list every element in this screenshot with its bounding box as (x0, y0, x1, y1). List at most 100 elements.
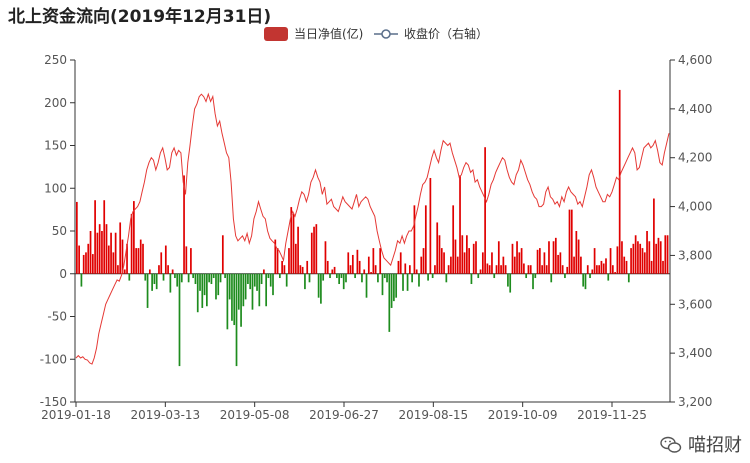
bar (381, 273, 384, 296)
axes: -150 -100 -50 0 50 100 150 200 250 3,200 3,400 3,60… (40, 53, 713, 422)
bar (174, 273, 176, 279)
bar (497, 241, 500, 274)
bar (570, 209, 573, 274)
bar (527, 265, 530, 274)
bar (550, 273, 553, 283)
bar (265, 273, 268, 307)
bar (347, 252, 350, 274)
bar (82, 254, 85, 274)
bar (525, 273, 528, 279)
bar (249, 273, 252, 290)
bar (611, 265, 614, 274)
bar (639, 243, 642, 274)
bar (146, 273, 149, 308)
bar (452, 205, 455, 274)
bar (548, 241, 550, 274)
bar (162, 273, 165, 281)
bar (283, 265, 286, 274)
bar (602, 263, 605, 274)
bar (217, 273, 220, 296)
bar (219, 273, 222, 283)
bar (472, 243, 475, 274)
bar (135, 248, 138, 274)
bar (591, 269, 594, 274)
legend-line-swatch[interactable] (374, 29, 398, 39)
bar (91, 254, 94, 274)
bar (643, 252, 646, 274)
bar (450, 256, 452, 274)
bar (263, 269, 265, 274)
bar (486, 263, 489, 274)
bar (349, 265, 352, 274)
bar (235, 273, 238, 367)
bar (151, 273, 153, 291)
bar (411, 273, 413, 283)
bar (194, 273, 197, 285)
bar (637, 241, 639, 274)
bar (244, 273, 247, 300)
wechat-icon (660, 436, 682, 453)
legend[interactable]: 当日净值(亿) 收盘价（右轴） (264, 26, 488, 41)
bar (87, 243, 90, 274)
bar (242, 273, 245, 307)
bar (493, 273, 496, 279)
bar (130, 213, 133, 274)
watermark: 喵招财 (660, 431, 742, 457)
right-tick-label: 4,000 (678, 200, 712, 214)
legend-line-label: 收盘价（右轴） (404, 26, 488, 41)
bar (123, 269, 126, 274)
bar (212, 273, 215, 279)
bar (500, 265, 502, 274)
bar (395, 273, 398, 298)
bar (609, 248, 612, 274)
bar (454, 239, 457, 274)
bar (431, 273, 434, 279)
bar (374, 265, 377, 274)
bar (192, 273, 195, 279)
x-tick-label: 2019-11-25 (577, 408, 647, 422)
bar (466, 235, 468, 274)
bar (456, 256, 459, 274)
bar (552, 241, 555, 274)
x-tick-label: 2019-10-09 (488, 408, 558, 422)
bar (301, 266, 304, 274)
x-tick-label: 2019-01-18 (41, 408, 111, 422)
left-tick-label: 100 (44, 181, 67, 195)
bar (281, 260, 283, 274)
line-series (75, 92, 670, 365)
bar (650, 260, 653, 274)
bar (415, 269, 418, 274)
bar (561, 265, 564, 274)
close-price-line (75, 92, 670, 365)
bar (577, 239, 580, 274)
bar (333, 266, 336, 274)
bar (429, 177, 432, 274)
bar (481, 252, 484, 274)
bar (397, 260, 400, 274)
bar (518, 252, 521, 274)
bar (324, 241, 327, 274)
bar (310, 232, 313, 274)
bar (285, 273, 288, 287)
bar (593, 248, 596, 274)
bar (646, 231, 648, 274)
bar (169, 273, 172, 293)
bar (365, 273, 368, 298)
bar (559, 252, 562, 274)
bar (404, 263, 407, 274)
bar (616, 246, 619, 274)
bar (342, 273, 345, 290)
bar (440, 248, 443, 274)
bar (247, 273, 249, 285)
bar (447, 265, 450, 274)
bar (101, 231, 103, 274)
bar (201, 273, 204, 308)
bar (336, 273, 338, 279)
bar (278, 273, 281, 279)
bar (80, 273, 83, 287)
legend-bar-swatch[interactable] (264, 27, 288, 41)
bar (110, 232, 112, 274)
bar (495, 265, 498, 274)
bar (226, 273, 229, 330)
